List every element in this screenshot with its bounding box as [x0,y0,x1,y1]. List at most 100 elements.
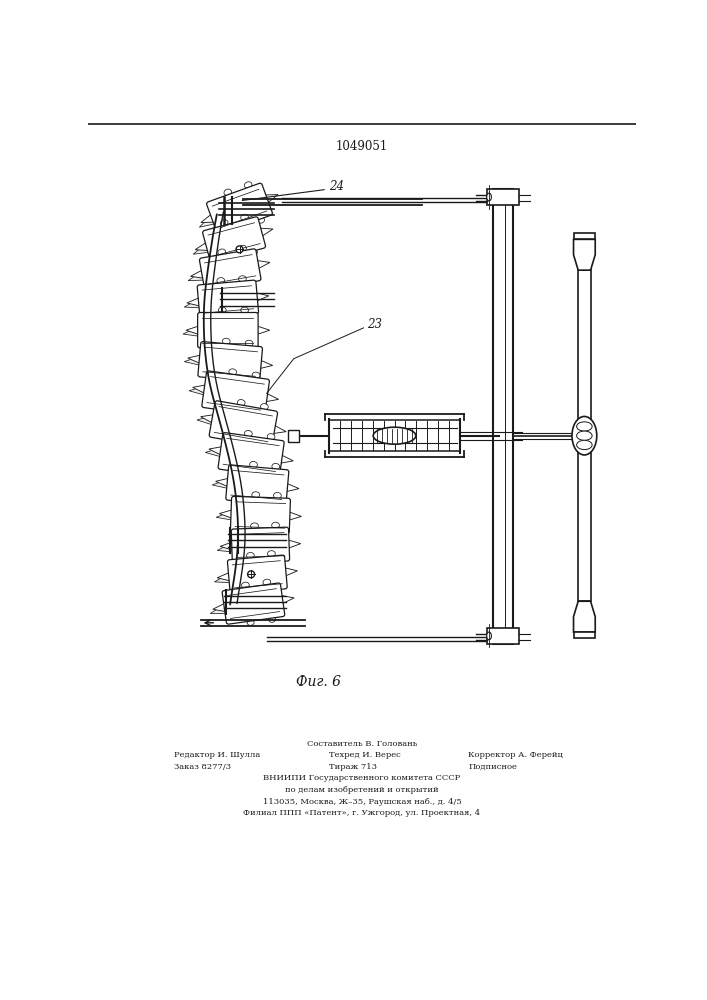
Ellipse shape [250,250,257,255]
Ellipse shape [252,561,259,566]
Text: Заказ 8277/3: Заказ 8277/3 [174,763,230,771]
Ellipse shape [218,307,226,313]
Text: Редактор И. Шулла: Редактор И. Шулла [174,751,260,759]
Polygon shape [199,214,216,227]
Ellipse shape [241,307,248,313]
Text: 23: 23 [368,318,382,331]
Polygon shape [201,415,215,424]
Ellipse shape [229,464,279,476]
Ellipse shape [230,255,237,261]
Ellipse shape [223,338,230,344]
Ellipse shape [221,316,228,321]
Polygon shape [210,603,228,613]
Polygon shape [220,541,234,551]
Polygon shape [209,446,223,456]
Ellipse shape [261,404,268,410]
Ellipse shape [238,276,246,282]
Ellipse shape [218,249,226,255]
Ellipse shape [234,494,284,506]
Polygon shape [216,510,233,520]
Ellipse shape [207,371,259,384]
FancyBboxPatch shape [198,312,258,348]
Ellipse shape [221,433,273,446]
Ellipse shape [272,532,279,538]
Polygon shape [186,326,200,335]
Text: Фиг. 6: Фиг. 6 [296,675,341,689]
Ellipse shape [577,422,592,431]
Polygon shape [573,601,595,632]
Polygon shape [185,355,202,365]
Ellipse shape [252,492,259,498]
Polygon shape [212,479,230,489]
Text: Тираж 713: Тираж 713 [329,763,377,771]
Bar [573,632,595,638]
Polygon shape [183,326,200,336]
Polygon shape [192,385,207,394]
Ellipse shape [224,189,232,195]
Polygon shape [187,297,201,306]
Polygon shape [264,393,279,402]
Ellipse shape [247,501,254,506]
Ellipse shape [267,434,275,440]
Text: 1049051: 1049051 [336,140,388,153]
Ellipse shape [572,416,597,455]
FancyBboxPatch shape [230,496,291,534]
Polygon shape [217,572,231,581]
Polygon shape [193,242,210,254]
Ellipse shape [245,340,253,346]
Ellipse shape [235,554,283,565]
Polygon shape [216,478,230,487]
FancyBboxPatch shape [206,183,272,234]
Polygon shape [217,542,234,552]
Text: Корректор А. Ферейц: Корректор А. Ферейц [468,751,563,759]
Ellipse shape [245,182,252,188]
Polygon shape [258,228,273,237]
Ellipse shape [269,617,276,622]
Text: 24: 24 [329,180,344,193]
Polygon shape [195,242,210,251]
Ellipse shape [214,215,259,233]
Ellipse shape [242,582,250,588]
Ellipse shape [231,583,279,595]
Ellipse shape [239,245,247,252]
Ellipse shape [221,220,228,226]
Polygon shape [205,447,223,457]
FancyBboxPatch shape [228,555,287,593]
Ellipse shape [238,225,244,231]
Ellipse shape [203,309,252,320]
Polygon shape [189,385,207,395]
Text: Филиал ППП «Патент», г. Ужгород, ул. Проектная, 4: Филиал ППП «Патент», г. Ужгород, ул. Про… [243,809,481,817]
Ellipse shape [219,378,226,383]
Polygon shape [280,595,294,604]
Bar [573,233,595,239]
Ellipse shape [236,525,284,535]
Polygon shape [219,509,233,519]
Ellipse shape [245,281,252,287]
Ellipse shape [251,531,258,537]
Ellipse shape [241,347,248,352]
Polygon shape [188,270,205,281]
Ellipse shape [577,440,592,450]
Ellipse shape [204,340,255,351]
Polygon shape [285,483,299,492]
Polygon shape [190,269,205,278]
Ellipse shape [486,193,491,201]
FancyBboxPatch shape [222,583,285,624]
Polygon shape [255,292,269,302]
Polygon shape [287,511,301,521]
Ellipse shape [240,214,248,221]
Ellipse shape [205,278,253,291]
Ellipse shape [217,278,225,284]
Ellipse shape [254,444,261,450]
Polygon shape [271,425,286,434]
Polygon shape [258,360,273,369]
Ellipse shape [263,579,271,585]
Ellipse shape [269,503,276,508]
Ellipse shape [274,492,281,499]
Polygon shape [256,326,270,335]
Bar [493,189,513,644]
Ellipse shape [230,440,238,446]
Bar [288,430,299,442]
Bar [578,270,590,601]
FancyBboxPatch shape [198,342,262,382]
